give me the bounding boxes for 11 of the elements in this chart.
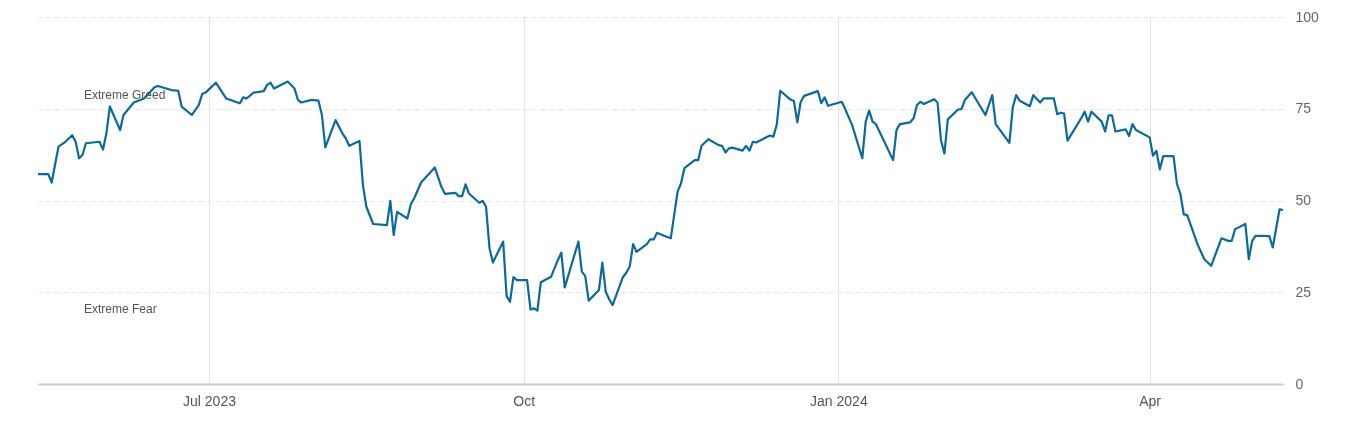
y-tick-label: 75 (1295, 100, 1312, 117)
y-tick-label: 50 (1295, 192, 1312, 208)
y-tick-label: 0 (1295, 375, 1304, 392)
x-tick-label: Jan 2024 (810, 392, 868, 409)
y-tick-label: 100 (1295, 8, 1320, 25)
x-tick-label: Apr (1139, 392, 1162, 409)
x-tick-label: Oct (513, 392, 536, 409)
y-tick-label: 25 (1295, 283, 1312, 300)
annotation: Extreme Fear (84, 302, 157, 316)
line-series (36, 80, 1285, 312)
x-tick-label: Jul 2023 (183, 392, 237, 409)
